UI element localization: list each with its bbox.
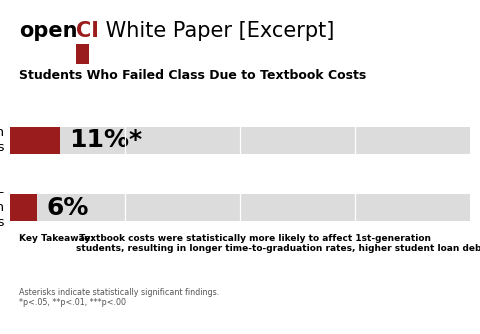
Text: Students Who Failed Class Due to Textbook Costs: Students Who Failed Class Due to Textboo… <box>19 69 366 82</box>
Text: White Paper [Excerpt]: White Paper [Excerpt] <box>99 21 335 41</box>
Text: CI: CI <box>76 21 99 41</box>
Text: 6%: 6% <box>47 196 89 219</box>
Text: Asterisks indicate statistically significant findings.
*p<.05, **p<.01, ***p<.00: Asterisks indicate statistically signifi… <box>19 288 219 307</box>
FancyBboxPatch shape <box>76 44 89 64</box>
Text: Non-
First-Gen
Students: Non- First-Gen Students <box>0 186 5 229</box>
Bar <box>10 127 470 154</box>
Bar <box>10 194 470 221</box>
Bar <box>10 127 60 154</box>
Text: First-Gen
Students: First-Gen Students <box>0 126 5 154</box>
Text: open: open <box>19 21 77 41</box>
Text: Key Takeaway:: Key Takeaway: <box>19 234 94 243</box>
Text: Textbook costs were statistically more likely to affect 1st-generation
students,: Textbook costs were statistically more l… <box>76 234 480 253</box>
Bar <box>10 194 37 221</box>
Text: 11%*: 11%* <box>70 128 143 152</box>
